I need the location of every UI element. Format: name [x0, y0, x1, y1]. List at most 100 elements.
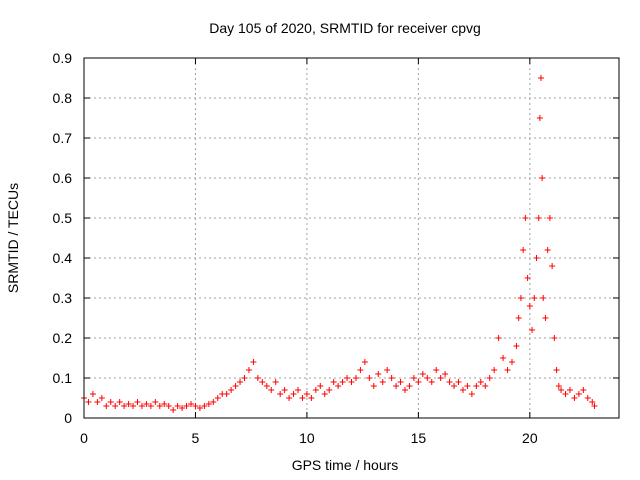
data-point	[89, 391, 96, 397]
data-point	[317, 383, 324, 389]
data-point	[121, 403, 128, 409]
y-tick-label: 0.2	[53, 330, 73, 346]
plot-frame	[83, 57, 620, 419]
data-point	[107, 399, 114, 405]
y-tick-label: 0.4	[53, 250, 73, 266]
data-point	[130, 403, 137, 409]
data-point	[210, 399, 217, 405]
data-point	[205, 401, 212, 407]
data-points	[81, 75, 598, 413]
data-point	[495, 335, 502, 341]
data-point	[491, 367, 498, 373]
data-point	[344, 375, 351, 381]
data-point	[299, 395, 306, 401]
data-point	[312, 387, 319, 393]
data-point	[384, 367, 391, 373]
data-point	[268, 387, 275, 393]
data-point	[348, 379, 355, 385]
y-tick-label: 0	[64, 410, 72, 426]
data-point	[406, 383, 413, 389]
data-point	[116, 399, 123, 405]
y-tick-label: 0.3	[53, 290, 73, 306]
data-point	[482, 383, 489, 389]
data-point	[125, 401, 132, 407]
data-point	[549, 263, 556, 269]
data-point	[584, 395, 591, 401]
data-point	[562, 391, 569, 397]
data-point	[591, 403, 598, 409]
data-point	[330, 379, 337, 385]
x-tick-label: 5	[192, 430, 200, 446]
data-point	[263, 383, 270, 389]
data-point	[272, 379, 279, 385]
data-point	[459, 387, 466, 393]
chart-title: Day 105 of 2020, SRMTID for receiver cpv…	[209, 20, 481, 36]
x-tick-label: 10	[299, 430, 315, 446]
x-axis-label: GPS time / hours	[292, 457, 399, 473]
data-point	[486, 375, 493, 381]
data-point	[575, 391, 582, 397]
data-point	[281, 387, 288, 393]
data-point	[531, 295, 538, 301]
data-point	[558, 387, 565, 393]
data-point	[537, 75, 544, 81]
data-point	[94, 399, 101, 405]
data-point	[165, 403, 172, 409]
data-point	[201, 403, 208, 409]
data-point	[134, 399, 141, 405]
data-point	[539, 175, 546, 181]
data-point	[424, 375, 431, 381]
data-point	[326, 387, 333, 393]
data-point	[509, 359, 515, 365]
data-point	[402, 387, 408, 393]
data-point	[515, 315, 522, 321]
data-point	[361, 359, 368, 365]
axis-ticks	[83, 57, 619, 419]
data-point	[250, 359, 257, 365]
data-point	[85, 399, 92, 405]
data-point	[551, 335, 558, 341]
data-point	[540, 295, 547, 301]
data-point	[357, 367, 364, 373]
data-point	[237, 379, 244, 385]
data-point	[112, 403, 119, 409]
x-tick-label: 0	[80, 430, 88, 446]
data-point	[542, 315, 549, 321]
grid	[84, 58, 619, 418]
data-point	[555, 383, 562, 389]
data-point	[335, 383, 342, 389]
data-point	[232, 383, 239, 389]
data-point	[290, 391, 297, 397]
y-tick-label: 0.8	[53, 90, 73, 106]
data-point	[241, 375, 248, 381]
data-point	[589, 399, 596, 405]
data-point	[517, 295, 524, 301]
y-tick-label: 0.7	[53, 130, 73, 146]
data-point	[188, 401, 194, 407]
data-point	[522, 215, 529, 221]
data-point	[442, 371, 449, 377]
data-point	[98, 395, 105, 401]
data-point	[214, 395, 221, 401]
data-point	[259, 379, 266, 385]
x-tick-label: 15	[411, 430, 427, 446]
x-tick-labels: 0 5 10 15 20	[80, 430, 538, 446]
data-point	[520, 247, 527, 253]
data-point	[170, 407, 177, 413]
data-point	[223, 391, 230, 397]
data-point	[397, 379, 404, 385]
data-point	[451, 383, 458, 389]
data-point	[339, 379, 346, 385]
data-point	[352, 375, 359, 381]
data-point	[375, 371, 382, 377]
data-point	[254, 375, 261, 381]
data-point	[553, 367, 560, 373]
y-tick-labels: 0 0.1 0.2 0.3 0.4 0.5 0.6 0.7 0.8 0.9	[53, 50, 73, 426]
y-axis-label: SRMTID / TECUs	[5, 183, 21, 293]
data-point	[571, 395, 578, 401]
data-point	[500, 355, 507, 361]
data-point	[473, 383, 480, 389]
data-point	[370, 383, 377, 389]
data-point	[415, 379, 422, 385]
